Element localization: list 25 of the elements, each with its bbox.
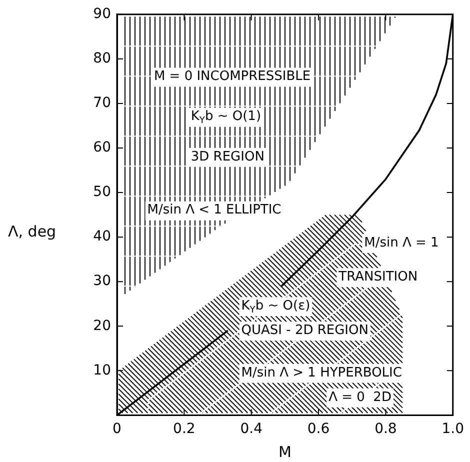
annotation: TRANSITION bbox=[338, 270, 418, 285]
annotation: 3D REGION bbox=[190, 149, 264, 164]
x-tick-label: 0.6 bbox=[307, 421, 330, 438]
x-tick-label: 0.2 bbox=[173, 421, 196, 438]
annotation: M/sin Λ > 1 HYPERBOLIC bbox=[241, 365, 402, 380]
annotation: Λ = 0 2D bbox=[328, 390, 392, 405]
y-tick-label: 30 bbox=[93, 273, 111, 290]
y-tick-label: 90 bbox=[93, 6, 111, 22]
annotation: M/sin Λ < 1 ELLIPTIC bbox=[147, 202, 282, 218]
annotation: M/sin Λ = 1 bbox=[364, 235, 439, 250]
annotation: QUASI - 2D REGION bbox=[241, 322, 368, 338]
annotation: M = 0 INCOMPRESSIBLE bbox=[154, 69, 311, 84]
x-tick-label: 0.4 bbox=[240, 421, 263, 438]
x-tick-label: 1.0 bbox=[442, 421, 464, 438]
x-tick-label: 0.8 bbox=[374, 421, 397, 438]
y-tick-label: 60 bbox=[93, 140, 111, 156]
x-axis-title: M bbox=[278, 442, 292, 461]
y-tick-label: 10 bbox=[93, 362, 111, 378]
y-tick-label: 50 bbox=[93, 184, 111, 200]
y-tick-label: 20 bbox=[93, 318, 111, 334]
y-tick-label: 40 bbox=[93, 228, 111, 245]
y-tick-label: 80 bbox=[93, 50, 111, 67]
y-axis-title: Λ, deg bbox=[8, 222, 56, 241]
y-tick-label: 70 bbox=[93, 95, 111, 112]
x-tick-label: 0 bbox=[112, 421, 122, 438]
